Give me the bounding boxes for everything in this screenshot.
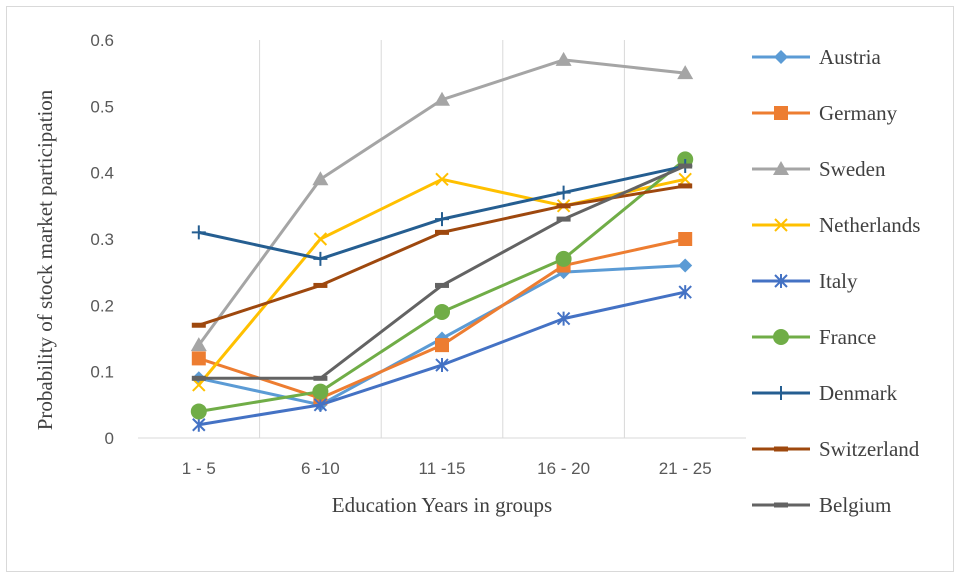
legend-marker-sweden (773, 161, 789, 175)
data-point-sweden (190, 337, 207, 352)
legend-item-germany: Germany (752, 101, 898, 125)
data-point-sweden (312, 171, 329, 186)
legend-marker-switzerland (774, 446, 788, 452)
data-point-france (434, 303, 450, 320)
data-point-netherlands (192, 378, 206, 392)
x-tick-label: 6 -10 (301, 459, 340, 478)
data-point-denmark (435, 212, 449, 227)
legend-label-sweden: Sweden (819, 157, 886, 181)
data-point-sweden (677, 65, 694, 80)
series-belgium (191, 163, 693, 381)
legend-item-sweden: Sweden (752, 157, 886, 181)
legend-item-austria: Austria (752, 45, 882, 69)
legend-label-italy: Italy (819, 269, 858, 293)
legend-marker-france (773, 329, 789, 345)
legend-marker-italy (774, 274, 788, 288)
data-point-netherlands (313, 232, 328, 246)
legend-item-italy: Italy (752, 269, 858, 293)
legend-label-france: France (819, 325, 876, 349)
data-point-belgium (313, 375, 328, 381)
data-point-switzerland (556, 203, 571, 209)
y-axis-title: Probability of stock market participatio… (33, 89, 57, 430)
y-tick-label: 0.1 (90, 363, 114, 382)
legend-label-germany: Germany (819, 101, 898, 125)
data-point-belgium (678, 163, 693, 169)
data-point-switzerland (313, 282, 328, 288)
data-point-denmark (191, 225, 206, 240)
y-tick-label: 0.2 (90, 296, 114, 315)
data-point-germany (435, 338, 449, 353)
data-point-italy (313, 397, 328, 412)
series-austria (191, 258, 693, 412)
legend-marker-germany (774, 106, 788, 120)
legend-item-switzerland: Switzerland (752, 437, 920, 461)
legend-item-denmark: Denmark (752, 381, 898, 405)
data-point-belgium (435, 282, 449, 288)
data-point-france (312, 383, 329, 400)
data-point-austria (678, 258, 693, 273)
legend-label-switzerland: Switzerland (819, 437, 920, 461)
data-point-italy (192, 417, 206, 432)
x-tick-label: 11 -15 (419, 459, 466, 478)
chart-area (6, 6, 954, 572)
y-tick-label: 0.4 (90, 164, 114, 183)
legend-marker-denmark (774, 386, 788, 400)
y-tick-label: 0.5 (90, 97, 114, 116)
x-tick-label: 21 - 25 (659, 459, 712, 478)
data-point-sweden (434, 91, 450, 106)
data-point-belgium (556, 216, 571, 222)
data-point-sweden (555, 51, 572, 66)
data-point-italy (678, 285, 692, 300)
legend-label-denmark: Denmark (819, 381, 898, 405)
series-line-netherlands (197, 177, 686, 386)
legend-label-austria: Austria (819, 45, 882, 69)
data-point-italy (556, 311, 571, 326)
x-tick-label: 1 - 5 (182, 459, 216, 478)
y-tick-label: 0.6 (90, 31, 114, 50)
data-point-switzerland (191, 322, 206, 328)
legend: Austria Germany Sweden Netherlands Italy Fran… (752, 45, 920, 517)
legend-item-france: France (752, 325, 876, 349)
x-tick-label: 16 - 20 (537, 459, 590, 478)
data-point-netherlands (435, 172, 449, 187)
data-point-switzerland (678, 183, 693, 189)
series-sweden (190, 51, 694, 352)
series-france (190, 151, 694, 420)
y-tick-label: 0.3 (90, 230, 114, 249)
data-point-italy (435, 358, 449, 373)
legend-label-belgium: Belgium (819, 493, 891, 517)
legend-label-netherlands: Netherlands (819, 213, 920, 237)
legend-item-netherlands: Netherlands (752, 213, 920, 237)
data-point-germany (191, 351, 206, 366)
data-point-denmark (313, 251, 328, 266)
series-switzerland (191, 183, 693, 328)
series-italy (192, 285, 692, 432)
data-point-netherlands (678, 172, 692, 187)
legend-marker-austria (774, 50, 788, 64)
y-tick-labels: 0 0.1 0.2 0.3 0.4 0.5 0.6 (90, 31, 114, 448)
x-axis-title: Education Years in groups (332, 493, 552, 517)
legend-item-belgium: Belgium (752, 493, 891, 517)
data-point-france (190, 403, 207, 420)
series-lines (190, 51, 694, 432)
y-tick-label: 0 (105, 429, 114, 448)
data-point-belgium (191, 375, 206, 381)
legend-marker-belgium (774, 502, 788, 508)
data-point-germany (678, 232, 693, 246)
data-point-denmark (556, 185, 571, 200)
data-point-france (555, 250, 572, 267)
x-tick-labels: 1 - 5 6 -10 11 -15 16 - 20 21 - 25 (182, 459, 712, 478)
data-point-switzerland (435, 229, 449, 235)
legend-marker-netherlands (774, 218, 788, 232)
